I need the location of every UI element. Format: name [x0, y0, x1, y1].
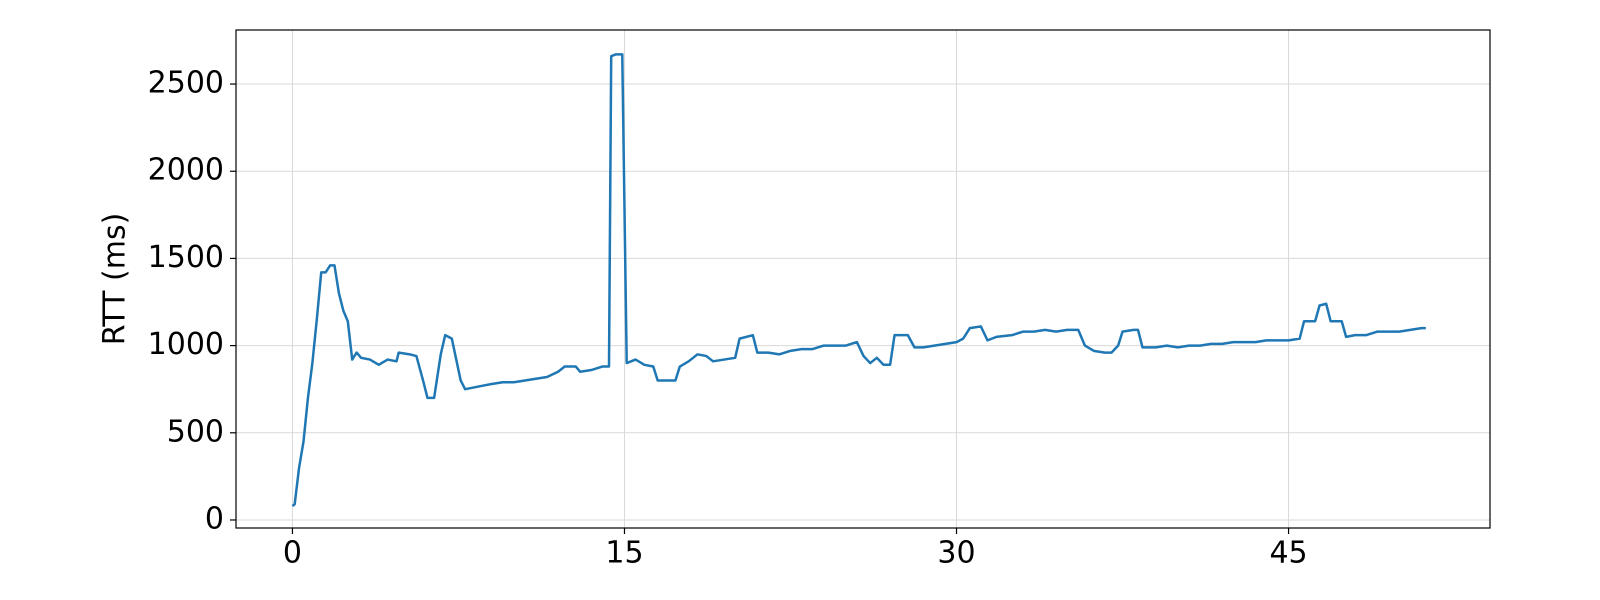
plot-frame: [235, 29, 1491, 529]
x-tick-label: 30: [937, 536, 975, 571]
y-tick-label: 2000: [148, 153, 224, 188]
y-tick-label: 1500: [148, 240, 224, 275]
y-tick-label: 0: [205, 501, 224, 536]
y-tick-label: 500: [167, 414, 224, 449]
y-tick-label: 2500: [148, 66, 224, 101]
x-tick-label: 15: [605, 536, 643, 571]
y-tick-label: 1000: [148, 327, 224, 362]
y-axis-label: RTT (ms): [98, 213, 133, 346]
data-line: [291, 53, 1426, 508]
x-tick-label: 0: [283, 536, 302, 571]
x-tick-label: 45: [1269, 536, 1307, 571]
